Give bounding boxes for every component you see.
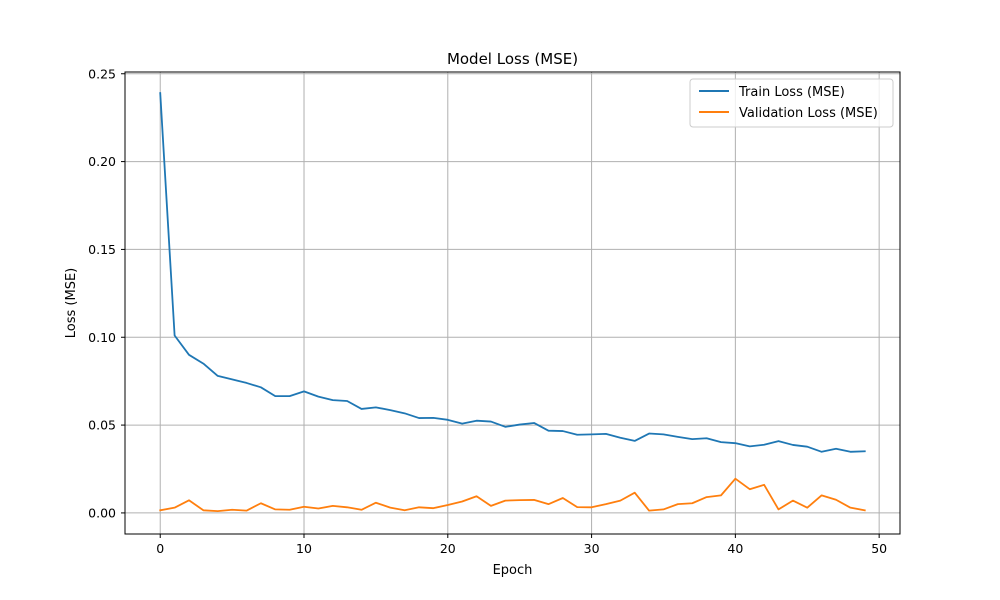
series-lines [159, 92, 866, 513]
legend-box [689, 78, 894, 128]
legend-label-validation: Validation Loss (MSE) [739, 106, 878, 121]
x-tick-label: 20 [440, 541, 456, 556]
plot-area-frame [124, 71, 901, 535]
series-line-train-loss [159, 92, 866, 453]
x-tick-label: 40 [727, 541, 743, 556]
x-axis-ticks: 0 10 20 30 40 50 [156, 534, 887, 556]
x-tick-label: 0 [156, 541, 164, 556]
x-tick-label: 30 [584, 541, 600, 556]
y-tick-label: 0.05 [88, 418, 116, 433]
legend: Train Loss (MSE) Validation Loss (MSE) [689, 78, 894, 128]
y-tick-label: 0.25 [88, 66, 116, 81]
grid-lines [125, 72, 900, 534]
legend-label-train: Train Loss (MSE) [738, 85, 845, 100]
y-tick-label: 0.15 [88, 242, 116, 257]
x-tick-label: 10 [296, 541, 312, 556]
x-axis-label: Epoch [493, 563, 533, 578]
chart-title: Model Loss (MSE) [447, 50, 578, 68]
y-tick-label: 0.10 [88, 330, 116, 345]
y-tick-label: 0.00 [88, 505, 116, 520]
series-line-validation-loss [159, 477, 866, 513]
y-axis-label: Loss (MSE) [64, 268, 79, 338]
x-tick-label: 50 [871, 541, 887, 556]
y-tick-label: 0.20 [88, 154, 116, 169]
y-axis-ticks: 0.00 0.05 0.10 0.15 0.20 0.25 [88, 66, 125, 520]
